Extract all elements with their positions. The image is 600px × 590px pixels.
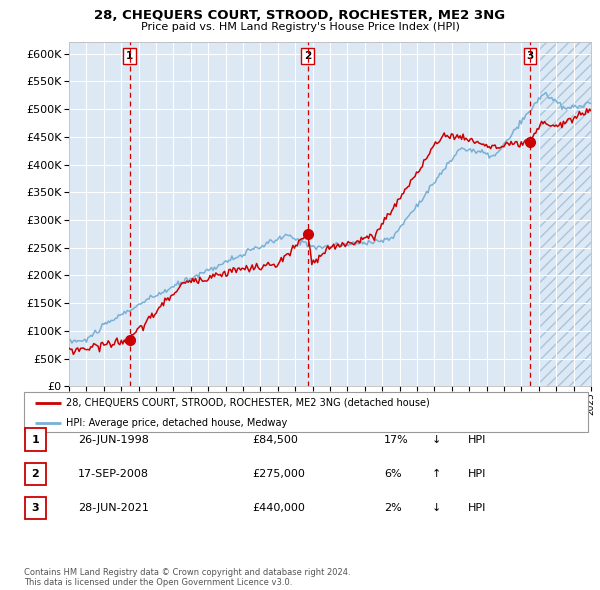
Text: 28-JUN-2021: 28-JUN-2021 <box>78 503 149 513</box>
FancyBboxPatch shape <box>25 463 46 485</box>
Text: 3: 3 <box>526 51 533 61</box>
Text: 1: 1 <box>126 51 133 61</box>
Text: 2: 2 <box>32 469 39 478</box>
Text: 17-SEP-2008: 17-SEP-2008 <box>78 469 149 478</box>
Text: 1: 1 <box>32 435 39 444</box>
Text: 28, CHEQUERS COURT, STROOD, ROCHESTER, ME2 3NG (detached house): 28, CHEQUERS COURT, STROOD, ROCHESTER, M… <box>66 398 430 408</box>
Text: HPI: HPI <box>468 435 487 444</box>
Text: 17%: 17% <box>384 435 409 444</box>
Text: 3: 3 <box>32 503 39 513</box>
Text: HPI: HPI <box>468 469 487 478</box>
FancyBboxPatch shape <box>25 497 46 519</box>
Text: 26-JUN-1998: 26-JUN-1998 <box>78 435 149 444</box>
Text: ↑: ↑ <box>432 469 442 478</box>
Text: Contains HM Land Registry data © Crown copyright and database right 2024.
This d: Contains HM Land Registry data © Crown c… <box>24 568 350 587</box>
Text: 28, CHEQUERS COURT, STROOD, ROCHESTER, ME2 3NG: 28, CHEQUERS COURT, STROOD, ROCHESTER, M… <box>94 9 506 22</box>
Text: ↓: ↓ <box>432 435 442 444</box>
Text: Price paid vs. HM Land Registry's House Price Index (HPI): Price paid vs. HM Land Registry's House … <box>140 22 460 32</box>
Text: HPI: HPI <box>468 503 487 513</box>
Text: £84,500: £84,500 <box>252 435 298 444</box>
Bar <box>539 42 591 386</box>
Text: 2: 2 <box>304 51 311 61</box>
Text: £440,000: £440,000 <box>252 503 305 513</box>
FancyBboxPatch shape <box>24 392 588 432</box>
Text: ↓: ↓ <box>432 503 442 513</box>
FancyBboxPatch shape <box>25 428 46 451</box>
Text: 2%: 2% <box>384 503 402 513</box>
Text: HPI: Average price, detached house, Medway: HPI: Average price, detached house, Medw… <box>66 418 287 428</box>
Text: 6%: 6% <box>384 469 401 478</box>
Text: £275,000: £275,000 <box>252 469 305 478</box>
